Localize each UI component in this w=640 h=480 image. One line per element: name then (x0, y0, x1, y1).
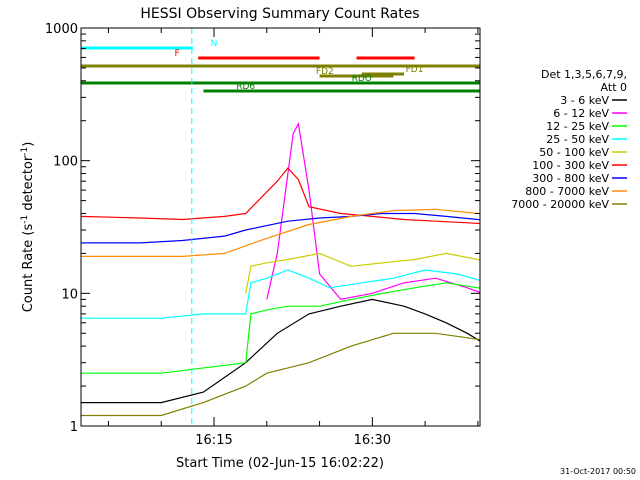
legend-entry-label: 25 - 50 keV (546, 133, 609, 146)
flag-bar-label: F (174, 49, 179, 59)
y-tick-label: 1 (70, 420, 78, 435)
legend-title: Att 0 (601, 81, 627, 94)
legend-entry-label: 800 - 7000 keV (525, 185, 609, 198)
series-line-8 (81, 208, 480, 257)
legend-entry-label: 12 - 25 keV (546, 120, 609, 133)
series-group (81, 121, 480, 417)
observing-flag-bars: NSFFD1FD2RDORD6 (81, 39, 480, 93)
series-line-1 (81, 298, 480, 404)
y-axis: 1 10 100 1000 (45, 22, 480, 435)
attenuator-markers (191, 28, 193, 426)
y-tick-label: 10 (61, 287, 78, 302)
flag-bar-label: FD2 (316, 67, 334, 77)
flag-bar-label: RD6 (236, 82, 255, 92)
footer-timestamp: 31-Oct-2017 00:50 (560, 467, 636, 476)
legend-entry-label: 100 - 300 keV (532, 159, 609, 172)
x-tick-label: 16:15 (195, 433, 232, 448)
legend-entry-label: 300 - 800 keV (532, 172, 609, 185)
y-axis-label-main: Count Rate (s (21, 224, 36, 313)
legend-entry-label: 7000 - 20000 keV (511, 198, 609, 211)
y-axis-label-exponent-1: -1 (20, 215, 30, 224)
y-axis-label-exponent-2: -1 (20, 147, 30, 156)
flag-bar-label: FD1 (406, 65, 424, 75)
series-line-7 (81, 212, 480, 244)
series-line-5 (245, 252, 480, 294)
series-line-6 (81, 167, 480, 225)
legend-entry-label: 3 - 6 keV (560, 94, 609, 107)
y-axis-label-mid: detector (21, 155, 36, 215)
series-line-3 (81, 282, 480, 374)
legend-entry-label: 50 - 100 keV (539, 146, 609, 159)
y-tick-label: 100 (53, 155, 78, 170)
x-tick-label: 16:30 (354, 433, 391, 448)
series-line-2 (266, 121, 480, 301)
series-line-4 (81, 269, 480, 319)
y-axis-label-end: ) (21, 142, 36, 147)
x-axis: 16:15 16:30 (107, 28, 479, 448)
chart-title: HESSI Observing Summary Count Rates (140, 6, 419, 22)
flag-bar-label: N (211, 39, 218, 49)
plot-area-frame (80, 27, 481, 427)
y-axis-label: Count Rate (s-1 detector-1) (20, 142, 36, 313)
legend-entry-label: 6 - 12 keV (553, 107, 609, 120)
flag-bar-label: RDO (352, 74, 372, 84)
legend-title: Det 1,3,5,6,7,9, (541, 68, 627, 81)
series-line-9 (81, 332, 480, 417)
x-axis-label: Start Time (02-Jun-15 16:02:22) (176, 456, 384, 471)
y-tick-label: 1000 (45, 22, 78, 37)
